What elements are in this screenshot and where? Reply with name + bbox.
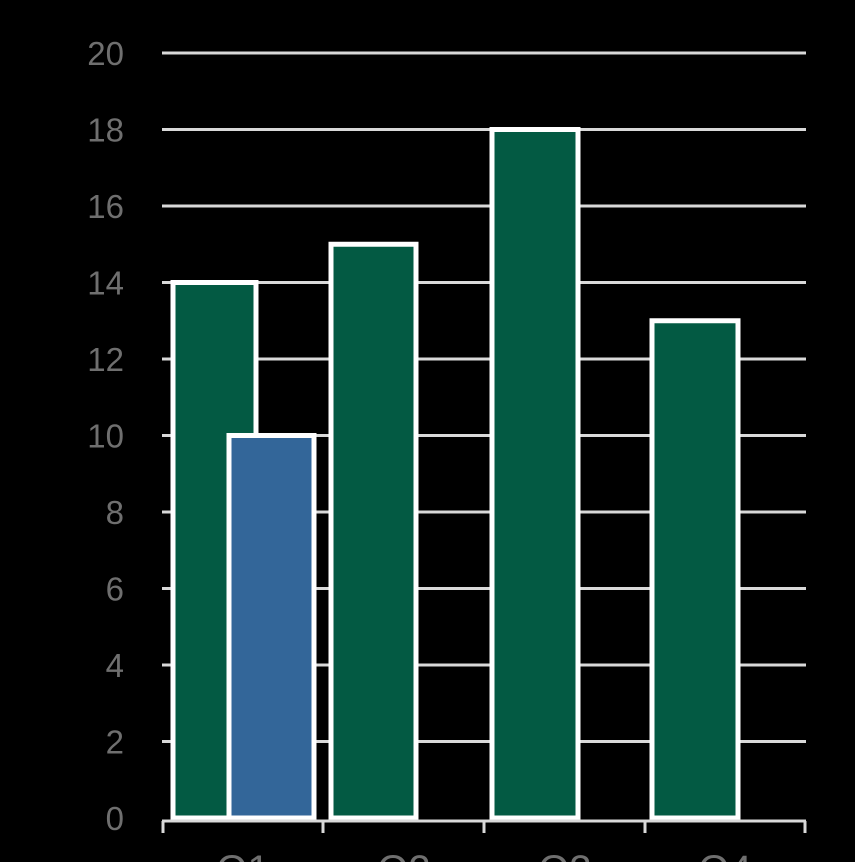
y-tick-label: 18 [87, 112, 124, 149]
y-tick-label: 6 [106, 571, 124, 608]
y-tick-label: 8 [106, 494, 124, 531]
bar-q3-3 [489, 127, 581, 821]
y-tick-label: 4 [106, 647, 124, 684]
x-tick-label: Q3 [538, 848, 591, 862]
x-tick-label: Q1 [216, 848, 269, 862]
bar-q2-2 [328, 241, 419, 821]
y-tick-label: 0 [106, 800, 124, 837]
x-tick-label: Q2 [377, 848, 430, 862]
bar-q1-1 [226, 433, 317, 821]
y-tick-label: 14 [87, 265, 124, 302]
x-axis [161, 819, 807, 833]
x-tick-label: Q4 [698, 848, 751, 862]
y-tick-label: 20 [87, 35, 124, 72]
y-tick-label: 12 [87, 341, 124, 378]
y-tick-label: 10 [87, 418, 124, 455]
x-axis-category-labels: Q1 Q2 Q3 Q4 [216, 848, 751, 862]
bar-q4-4 [649, 318, 741, 821]
y-axis-tick-labels: 0 2 4 6 8 10 12 14 16 18 20 [87, 35, 124, 837]
bars [170, 127, 741, 821]
y-tick-label: 2 [106, 724, 124, 761]
y-tick-label: 16 [87, 188, 124, 225]
